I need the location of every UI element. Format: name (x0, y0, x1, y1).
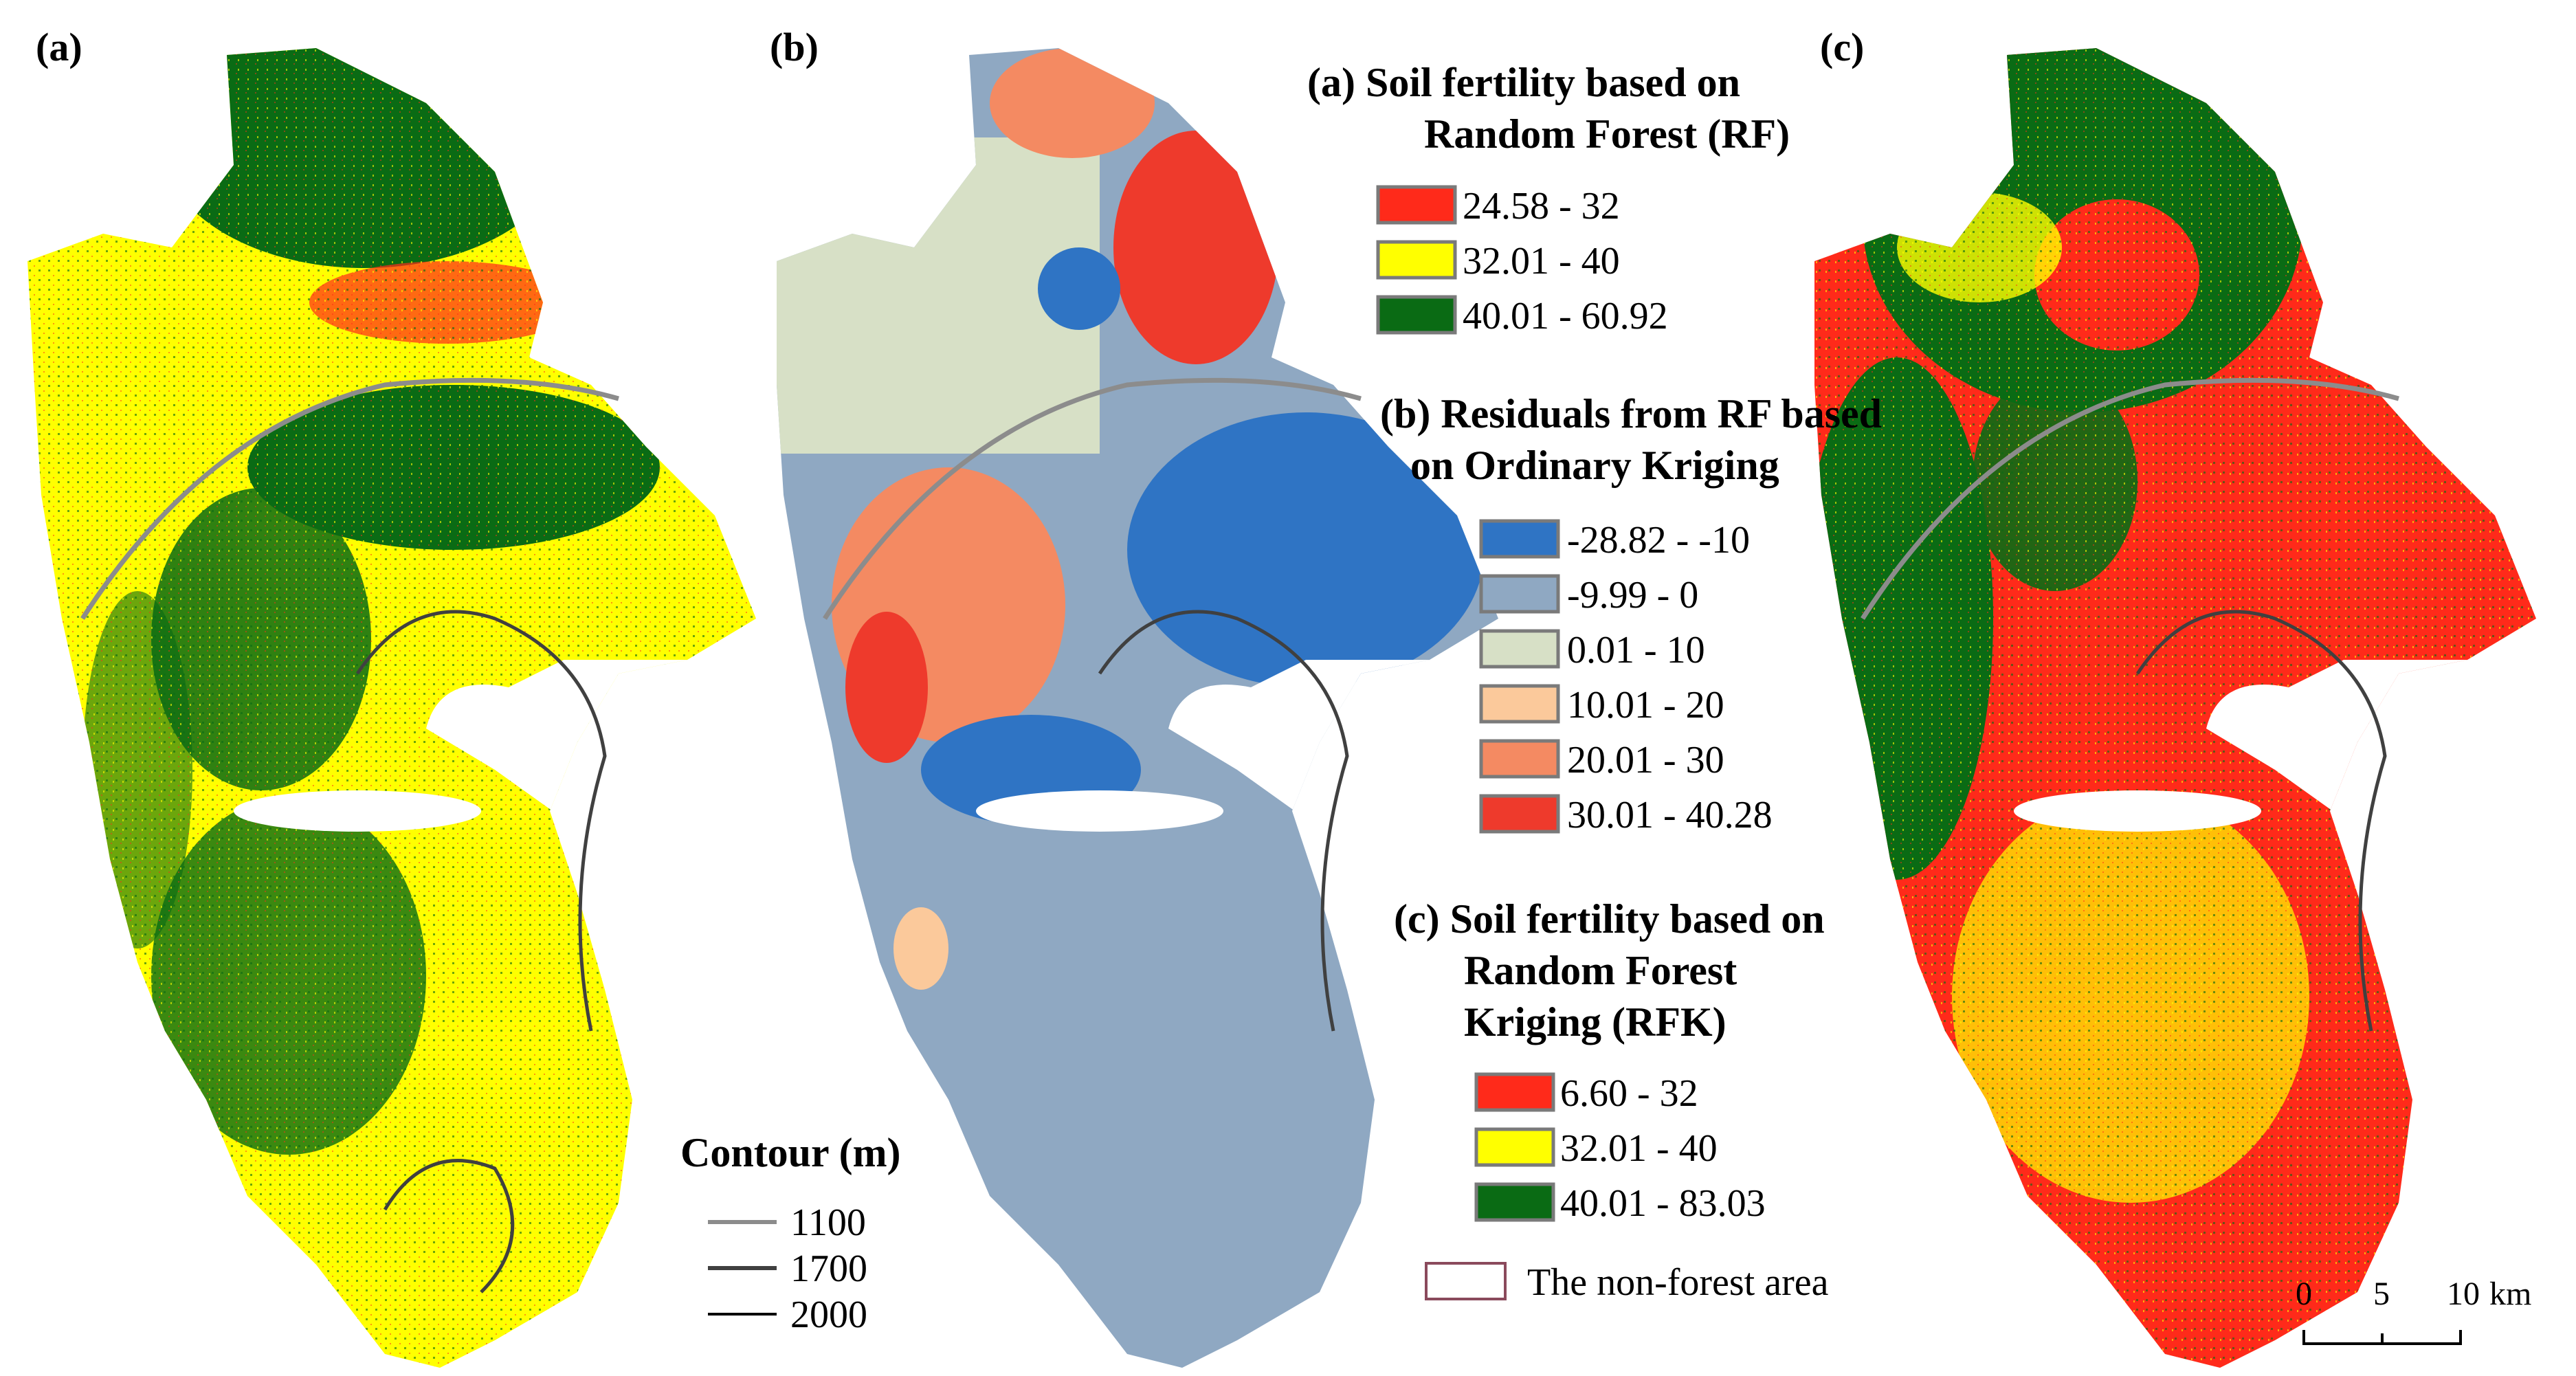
legend-swatch (1474, 1182, 1555, 1222)
legend-residuals-item-3: 10.01 - 20 (1479, 684, 1724, 726)
legend-residuals-title-1: (b) Residuals from RF based (1380, 391, 1882, 436)
legend-non-forest: The non-forest area (1425, 1261, 1829, 1304)
scale-unit: km (2489, 1276, 2531, 1312)
legend-contour-item-0: 1100 (708, 1201, 866, 1244)
legend-rfk-item-0: 6.60 - 32 (1474, 1072, 1698, 1115)
legend-swatch (1479, 684, 1560, 724)
legend-residuals-item-1: -9.99 - 0 (1479, 574, 1698, 617)
legend-residuals: (b) Residuals from RF based on Ordinary … (1380, 391, 1882, 836)
scale-bar-line (2302, 1330, 2462, 1345)
legend-label: 0.01 - 10 (1567, 629, 1705, 672)
legend-rf-item-0: 24.58 - 32 (1376, 185, 1620, 228)
non-forest-swatch (1425, 1262, 1507, 1300)
scale-tick-5: 5 (2373, 1276, 2390, 1312)
legend-rfk: (c) Soil fertility based on Random Fores… (1394, 896, 1825, 1225)
legend-label: 6.60 - 32 (1560, 1072, 1698, 1115)
legend-label: -9.99 - 0 (1567, 574, 1698, 617)
legend-contour-item-1: 1700 (708, 1247, 867, 1290)
legend-rfk-title-3: Kriging (RFK) (1464, 999, 1726, 1045)
legend-rf-item-1: 32.01 - 40 (1376, 240, 1620, 282)
legend-swatch (1376, 295, 1457, 335)
legend-swatch (1479, 574, 1560, 614)
legend-contour-item-2: 2000 (708, 1294, 867, 1336)
legend-rfk-title-2: Random Forest (1464, 948, 1737, 993)
non-forest-label: The non-forest area (1527, 1261, 1829, 1304)
map-panel-c (1814, 48, 2536, 1368)
legend-label: -28.82 - -10 (1567, 519, 1750, 562)
scale-tick-10: 10 (2447, 1276, 2480, 1312)
legend-swatch (1474, 1127, 1555, 1167)
legend-swatch (1479, 794, 1560, 834)
legend-residuals-item-5: 30.01 - 40.28 (1479, 794, 1773, 836)
legend-label: 40.01 - 83.03 (1560, 1182, 1766, 1225)
legend-swatch (1479, 739, 1560, 779)
legend-rf-title-1: (a) Soil fertility based on (1307, 60, 1740, 105)
legend-swatch (1479, 519, 1560, 559)
legend-label: 10.01 - 20 (1567, 684, 1724, 726)
legend-rfk-title-1: (c) Soil fertility based on (1394, 896, 1825, 942)
legend-residuals-item-0: -28.82 - -10 (1479, 519, 1750, 562)
legend-swatch (1376, 185, 1457, 225)
legend-rfk-item-2: 40.01 - 83.03 (1474, 1182, 1766, 1225)
legend-contour: Contour (m) 1100 1700 2000 (680, 1130, 901, 1336)
legend-residuals-item-2: 0.01 - 10 (1479, 629, 1705, 672)
panel-label-b: (b) (770, 25, 819, 69)
legend-rf: (a) Soil fertility based on Random Fores… (1307, 60, 1790, 337)
legend-rf-item-2: 40.01 - 60.92 (1376, 295, 1668, 337)
legend-label: 32.01 - 40 (1463, 240, 1620, 282)
scale-tick-0: 0 (2296, 1276, 2312, 1312)
panel-label-a: (a) (36, 25, 82, 69)
scale-bar: 0 5 10 km (2296, 1276, 2531, 1345)
legend-residuals-item-4: 20.01 - 30 (1479, 739, 1724, 781)
legend-contour-title: Contour (m) (680, 1130, 901, 1175)
legend-residuals-title-2: on Ordinary Kriging (1410, 443, 1779, 488)
panel-label-c: (c) (1820, 25, 1864, 69)
legend-label: 20.01 - 30 (1567, 739, 1724, 781)
legend-label: 1700 (790, 1247, 867, 1290)
legend-label: 2000 (790, 1294, 867, 1336)
legend-rfk-item-1: 32.01 - 40 (1474, 1127, 1718, 1170)
legend-label: 40.01 - 60.92 (1463, 295, 1668, 337)
legend-rf-title-2: Random Forest (RF) (1424, 111, 1790, 157)
legend-swatch (1474, 1072, 1555, 1112)
legend-swatch (1479, 629, 1560, 669)
legend-label: 30.01 - 40.28 (1567, 794, 1773, 836)
legend-label: 32.01 - 40 (1560, 1127, 1718, 1170)
legend-swatch (1376, 240, 1457, 280)
legend-label: 24.58 - 32 (1463, 185, 1620, 228)
legend-label: 1100 (790, 1201, 866, 1244)
